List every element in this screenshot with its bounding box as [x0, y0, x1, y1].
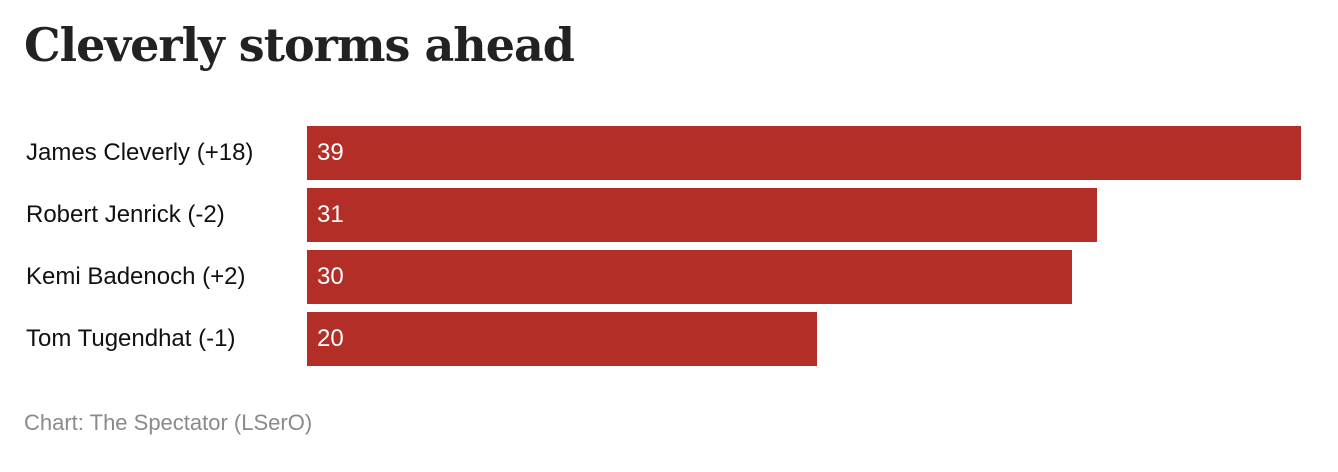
data-label: 30	[317, 263, 344, 290]
bar-row: Robert Jenrick (-2) 31	[0, 188, 1338, 242]
chart-title: Cleverly storms ahead	[24, 18, 575, 72]
data-label: 39	[317, 139, 344, 166]
bar: 39	[307, 126, 1301, 180]
bar-row: James Cleverly (+18) 39	[0, 126, 1338, 180]
bar: 30	[307, 250, 1072, 304]
bar: 31	[307, 188, 1098, 242]
category-label: Robert Jenrick (-2)	[26, 201, 225, 228]
category-label: James Cleverly (+18)	[26, 139, 254, 166]
data-label: 31	[317, 201, 344, 228]
bar-row: Tom Tugendhat (-1) 20	[0, 312, 1338, 366]
chart-source: Chart: The Spectator (LSerO)	[24, 410, 313, 435]
category-label: Tom Tugendhat (-1)	[26, 325, 236, 352]
bar-row: Kemi Badenoch (+2) 30	[0, 250, 1338, 304]
bar: 20	[307, 312, 817, 366]
data-label: 20	[317, 325, 344, 352]
category-label: Kemi Badenoch (+2)	[26, 263, 246, 290]
